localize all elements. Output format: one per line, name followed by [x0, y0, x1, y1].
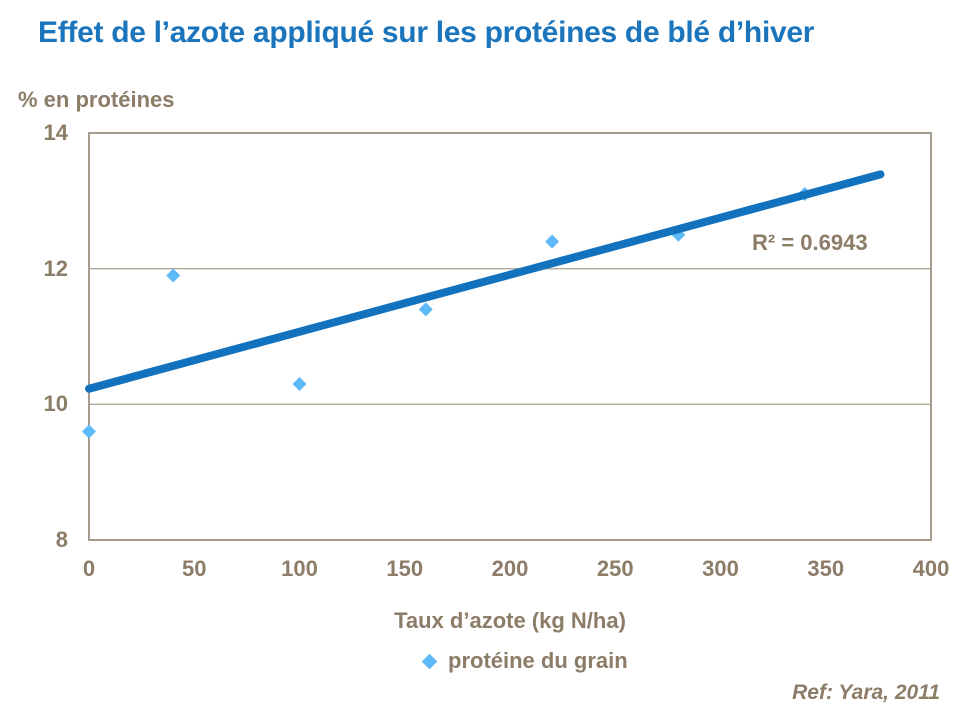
x-tick-label: 400: [912, 556, 950, 581]
y-tick-label: 14: [43, 120, 68, 145]
x-tick-label: 50: [182, 556, 207, 581]
legend: protéine du grain: [421, 648, 628, 674]
r-squared-annotation: R² = 0.6943: [752, 230, 868, 255]
data-point-marker: [545, 234, 560, 249]
data-point-marker: [418, 302, 433, 317]
x-tick-label: 150: [386, 556, 424, 581]
x-tick-label: 250: [596, 556, 634, 581]
data-point-marker: [166, 268, 181, 283]
x-tick-label: 100: [281, 556, 318, 581]
trendline: [85, 170, 885, 393]
x-tick-label: 0: [82, 556, 96, 581]
x-axis-title: Taux d’azote (kg N/ha): [394, 608, 626, 633]
y-tick-label: 8: [55, 527, 68, 552]
chart-title: Effet de l’azote appliqué sur les protéi…: [38, 16, 815, 49]
x-tick-label: 300: [702, 556, 739, 581]
diamond-marker-icon: [421, 653, 438, 669]
plot-border: [88, 132, 932, 541]
y-tick-label: 10: [43, 391, 68, 417]
data-point-marker: [82, 424, 96, 439]
legend-label: protéine du grain: [448, 648, 628, 673]
y-axis-title: % en protéines: [18, 87, 175, 112]
reference-note: Ref: Yara, 2011: [792, 681, 940, 704]
x-tick-label: 200: [491, 556, 529, 581]
data-point-marker: [292, 376, 307, 391]
y-tick-label: 12: [43, 255, 68, 281]
x-tick-label: 350: [807, 556, 845, 581]
